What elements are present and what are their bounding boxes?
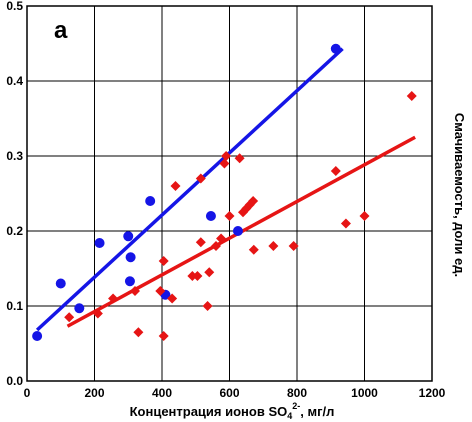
y-tick-label: 0.2 — [6, 224, 23, 238]
data-point-diamond — [248, 196, 259, 206]
data-point-circle — [94, 238, 105, 248]
data-point-diamond — [167, 293, 178, 304]
plot-frame — [26, 5, 433, 382]
x-tick-label: 1000 — [351, 386, 378, 400]
data-point-diamond — [155, 286, 166, 296]
data-point-circle — [330, 43, 341, 54]
data-point-diamond — [268, 241, 279, 251]
data-point-diamond — [202, 301, 213, 311]
x-axis-label-sup: 2- — [292, 401, 300, 411]
data-point-diamond — [158, 331, 169, 341]
data-point-diamond — [204, 267, 215, 278]
x-tick-label: 0 — [24, 386, 31, 400]
data-point-diamond — [234, 153, 245, 164]
data-point-diamond — [340, 218, 351, 229]
data-point-diamond — [192, 271, 203, 281]
y-tick-label: 0.0 — [6, 374, 23, 388]
x-tick-label: 400 — [152, 386, 172, 400]
data-point-diamond — [216, 233, 227, 244]
data-point-diamond — [406, 91, 417, 101]
data-point-diamond — [108, 293, 119, 304]
data-point-diamond — [187, 271, 198, 281]
data-point-circle — [32, 331, 43, 341]
trend-lines — [35, 47, 416, 332]
y-tick-label: 0.5 — [6, 0, 23, 13]
data-point-circle — [145, 196, 156, 206]
data-point-circle — [74, 303, 85, 314]
data-point-diamond — [211, 241, 221, 251]
data-point-circle — [125, 252, 136, 263]
x-tick-label: 800 — [287, 386, 307, 400]
data-point-circle — [124, 276, 135, 287]
x-tick-label: 1200 — [419, 386, 446, 400]
y-tick-label: 0.3 — [6, 149, 23, 163]
data-point-diamond — [330, 166, 341, 176]
data-point-diamond — [248, 244, 259, 255]
y-axis-label: Смачиваемость, доли ед. — [452, 113, 467, 277]
grid — [27, 6, 432, 381]
x-axis-label-sub: 4 — [287, 411, 292, 421]
y-tick-label: 0.4 — [6, 74, 23, 88]
data-points — [32, 43, 417, 341]
x-axis-label: Концентрация ионов SO42-, мг/л — [130, 401, 335, 421]
data-point-diamond — [221, 151, 232, 161]
data-point-diamond — [219, 158, 230, 169]
data-point-circle — [123, 231, 134, 242]
data-point-diamond — [133, 327, 144, 338]
x-axis-label-main: Концентрация ионов SO — [130, 404, 288, 419]
data-point-diamond — [195, 237, 206, 248]
data-point-circle — [232, 226, 243, 236]
data-point-diamond — [158, 256, 169, 266]
x-axis-label-tail: , мг/л — [300, 404, 334, 419]
x-tick-label: 600 — [219, 386, 239, 400]
data-point-circle — [55, 278, 66, 289]
data-point-diamond — [224, 211, 235, 221]
data-point-diamond — [195, 173, 206, 184]
data-point-circle — [205, 211, 216, 221]
data-point-diamond — [170, 181, 181, 191]
data-point-diamond — [359, 211, 370, 221]
data-point-diamond — [130, 286, 140, 296]
x-tick-labels: 0 200 400 600 800 1000 1200 — [24, 386, 446, 400]
y-tick-label: 0.1 — [6, 299, 23, 313]
x-tick-label: 200 — [84, 386, 104, 400]
trend-line — [35, 47, 344, 332]
data-point-diamond — [92, 308, 103, 319]
panel-label: а — [54, 17, 68, 44]
y-tick-labels: 0.0 0.1 0.2 0.3 0.4 0.5 — [6, 0, 23, 388]
data-point-diamond — [64, 312, 75, 323]
data-point-diamond — [288, 241, 299, 251]
